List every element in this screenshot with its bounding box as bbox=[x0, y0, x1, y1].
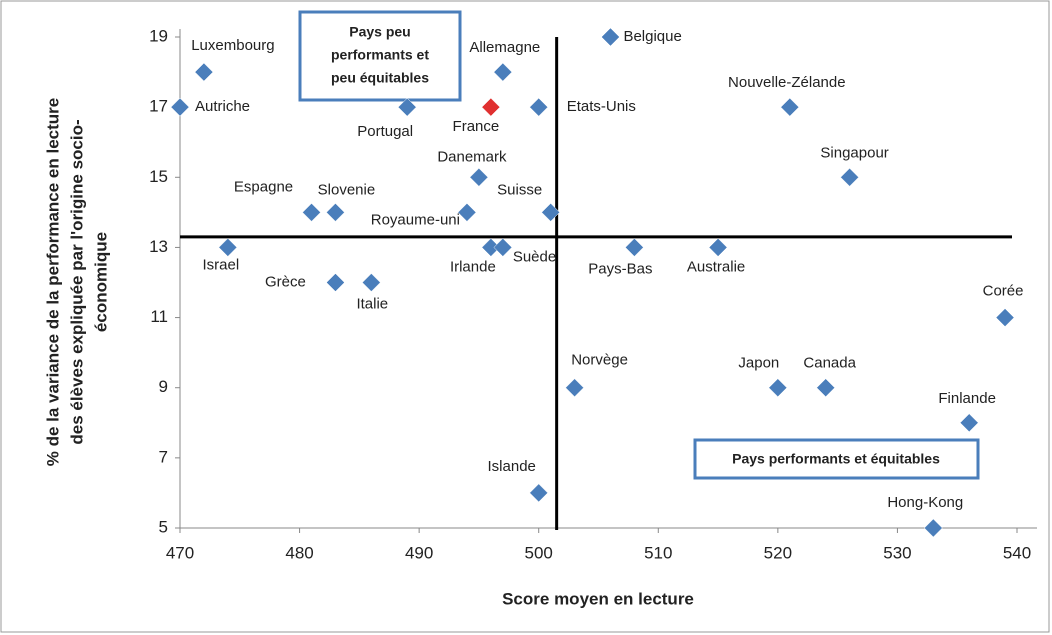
x-tick-label: 530 bbox=[883, 543, 911, 562]
point-label: Nouvelle-Zélande bbox=[728, 74, 846, 91]
point-label: Canada bbox=[803, 355, 856, 372]
point bbox=[481, 97, 501, 117]
point bbox=[529, 483, 549, 503]
point bbox=[302, 203, 321, 222]
point-label: Hong-Kong bbox=[887, 494, 963, 511]
point bbox=[768, 378, 788, 398]
annotation: Pays performants et équitables bbox=[732, 451, 940, 467]
point bbox=[708, 238, 728, 257]
annotation: peu équitables bbox=[331, 70, 429, 86]
y-axis-title: % de la variance de la performance en le… bbox=[43, 98, 62, 467]
y-axis-title: des élèves expliquée par l'origine socio… bbox=[67, 119, 86, 444]
point-label: Luxembourg bbox=[191, 37, 274, 54]
point-label: Japon bbox=[738, 355, 779, 372]
point bbox=[469, 167, 489, 187]
annotation-box bbox=[693, 438, 980, 480]
x-tick-label: 510 bbox=[644, 543, 672, 562]
point bbox=[565, 378, 584, 398]
point bbox=[326, 273, 345, 292]
point bbox=[218, 238, 238, 257]
point bbox=[194, 62, 214, 82]
x-tick-label: 500 bbox=[525, 543, 553, 562]
point bbox=[780, 97, 800, 117]
x-tick-label: 470 bbox=[166, 543, 194, 562]
point bbox=[923, 518, 943, 538]
point-label: Singapour bbox=[820, 144, 888, 161]
point-label: Suède bbox=[513, 248, 556, 265]
point-label: Slovenie bbox=[318, 181, 376, 198]
point-label: Irlande bbox=[450, 258, 496, 275]
point bbox=[816, 378, 836, 398]
point bbox=[840, 167, 859, 187]
y-axis-title: économique bbox=[91, 232, 110, 332]
point bbox=[529, 97, 549, 117]
point-label: Autriche bbox=[195, 98, 250, 115]
y-tick-label: 13 bbox=[149, 237, 168, 256]
point bbox=[361, 273, 381, 292]
point-label: Israel bbox=[202, 256, 239, 273]
point-label: Finlande bbox=[938, 390, 996, 407]
point bbox=[493, 62, 513, 82]
point-label: Suisse bbox=[497, 181, 542, 198]
y-tick-label: 19 bbox=[149, 26, 168, 45]
y-tick-label: 11 bbox=[150, 307, 168, 326]
x-tick-label: 520 bbox=[764, 543, 792, 562]
x-tick-label: 490 bbox=[405, 543, 433, 562]
point-label: Pays-Bas bbox=[588, 260, 652, 277]
point bbox=[601, 27, 620, 47]
x-tick-label: 480 bbox=[285, 543, 313, 562]
point-label: Danemark bbox=[437, 148, 507, 165]
point bbox=[995, 308, 1015, 327]
point-label: Allemagne bbox=[469, 39, 540, 56]
point bbox=[959, 413, 979, 433]
point bbox=[541, 203, 561, 222]
point-label: Etats-Unis bbox=[567, 98, 636, 115]
point-label: Australie bbox=[687, 258, 745, 275]
point-label: Islande bbox=[488, 458, 536, 475]
point bbox=[493, 238, 513, 257]
point-label: Grèce bbox=[265, 273, 306, 290]
x-tick-label: 540 bbox=[1003, 543, 1031, 562]
y-tick-label: 17 bbox=[149, 97, 168, 116]
point-label: France bbox=[453, 118, 500, 135]
y-tick-label: 9 bbox=[159, 377, 168, 396]
x-axis-title: Score moyen en lecture bbox=[502, 589, 694, 608]
y-tick-label: 7 bbox=[159, 447, 168, 466]
point bbox=[397, 97, 417, 117]
point bbox=[625, 238, 644, 257]
y-tick-label: 15 bbox=[149, 167, 168, 186]
point-label: Italie bbox=[356, 295, 388, 312]
point-label: Espagne bbox=[234, 178, 293, 195]
point bbox=[326, 203, 345, 222]
annotation: Pays peu bbox=[349, 24, 410, 40]
point-label: Portugal bbox=[357, 123, 413, 140]
point-label: Corée bbox=[983, 283, 1024, 300]
point bbox=[170, 97, 190, 117]
point-label: Royaume-uni bbox=[371, 211, 460, 228]
annotation: performants et bbox=[331, 47, 429, 63]
point-label: Belgique bbox=[623, 28, 681, 45]
point-label: Norvège bbox=[571, 352, 628, 369]
point bbox=[457, 203, 477, 222]
annotation-box bbox=[298, 10, 462, 102]
y-tick-label: 5 bbox=[159, 517, 168, 536]
